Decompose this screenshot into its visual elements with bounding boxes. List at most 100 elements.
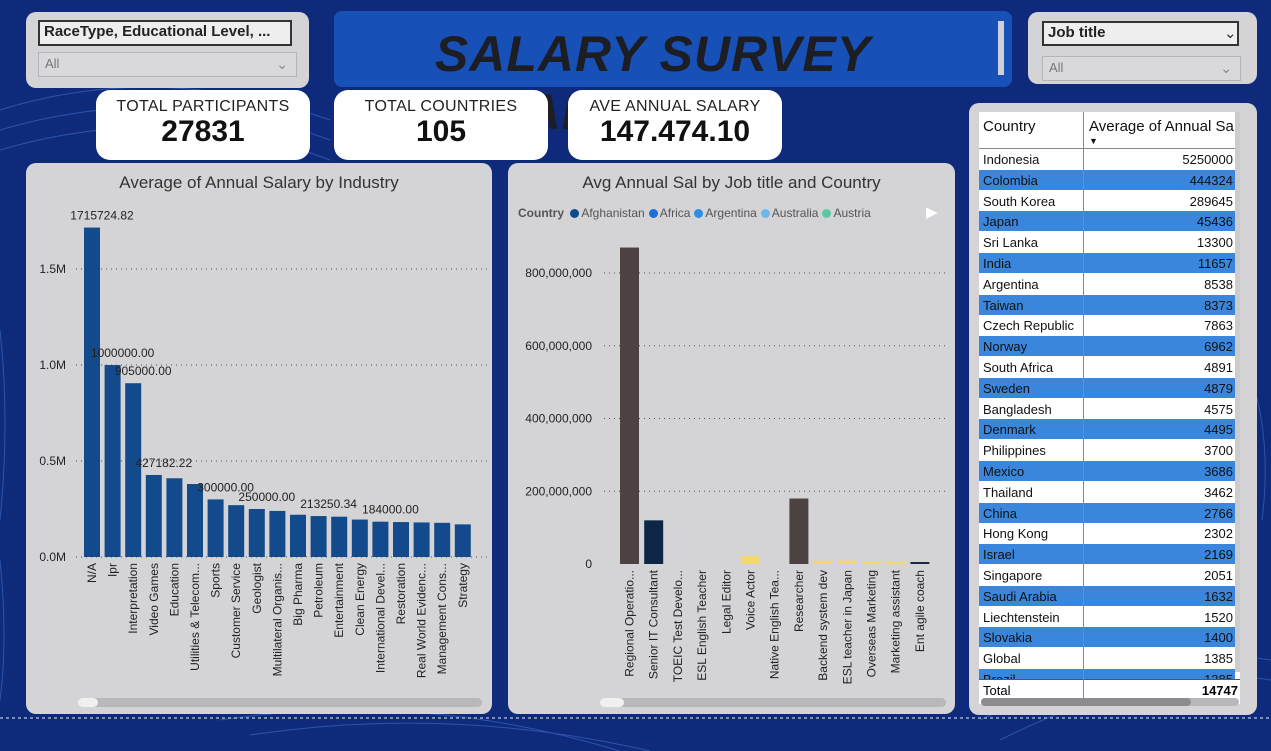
bar[interactable]	[207, 499, 224, 557]
cell-country: China	[983, 505, 1017, 521]
table-row[interactable]: Israel 2169	[979, 544, 1235, 565]
x-tick-label: Researcher	[792, 570, 806, 632]
bar[interactable]	[789, 498, 809, 564]
bar[interactable]	[434, 522, 451, 557]
bar[interactable]	[187, 484, 203, 557]
horizontal-scrollbar[interactable]	[981, 698, 1239, 706]
legend-item[interactable]: Australia	[760, 206, 819, 220]
legend-marker-icon	[648, 209, 658, 218]
y-tick-label: 800,000,000	[525, 266, 592, 280]
table-row[interactable]: Slovakia 1400	[979, 627, 1235, 648]
bar[interactable]	[454, 524, 471, 557]
legend-next-arrow-icon[interactable]: ▶	[926, 204, 938, 221]
legend-item[interactable]: Africa	[648, 206, 690, 220]
total-value: 14747	[1201, 683, 1238, 698]
cell-salary: 444324	[1189, 172, 1233, 188]
cell-salary: 6962	[1204, 339, 1233, 355]
cell-salary: 4495	[1204, 422, 1233, 438]
table-row[interactable]: Philippines 3700	[979, 440, 1235, 460]
table-row[interactable]: Mexico 3686	[979, 461, 1235, 481]
legend-label: Australia	[771, 206, 819, 220]
scrollbar-thumb[interactable]	[78, 698, 98, 707]
bar[interactable]	[372, 521, 389, 557]
legend-item[interactable]: Argentina	[694, 206, 757, 220]
bar[interactable]	[837, 560, 857, 564]
bar[interactable]	[104, 365, 121, 557]
bar[interactable]	[644, 520, 664, 564]
table-row[interactable]: Japan 45436	[979, 211, 1235, 232]
cell-country: Liechtenstein	[983, 609, 1060, 625]
table-row[interactable]: Czech Republic 7863	[979, 315, 1235, 335]
bar[interactable]	[310, 516, 327, 557]
slicer-dropdown-left[interactable]: All ⌄	[38, 52, 297, 77]
bar[interactable]	[351, 519, 368, 557]
scrollbar-thumb[interactable]	[600, 698, 624, 707]
data-label: 213250.34	[300, 497, 357, 511]
table-row[interactable]: Taiwan 8373	[979, 294, 1235, 315]
bar[interactable]	[331, 516, 348, 557]
bar[interactable]	[84, 227, 100, 557]
bar[interactable]	[228, 505, 245, 557]
table-row[interactable]: Global 1385	[979, 648, 1235, 668]
scrollbar-thumb[interactable]	[981, 698, 1191, 706]
bar[interactable]	[290, 514, 306, 557]
table-row[interactable]: South Korea 289645	[979, 191, 1235, 211]
table-row[interactable]: Denmark 4495	[979, 419, 1235, 440]
title-banner: SALARY SURVEY ANALYSIS	[334, 11, 1012, 140]
bar[interactable]	[125, 383, 142, 557]
cell-country: Sri Lanka	[983, 235, 1038, 251]
table-row[interactable]: Liechtenstein 1520	[979, 607, 1235, 627]
bar[interactable]	[393, 522, 409, 557]
table-row[interactable]: Argentina 8538	[979, 274, 1235, 294]
table-row[interactable]: South Africa 4891	[979, 357, 1235, 377]
legend-marker-icon	[760, 209, 770, 218]
table-row[interactable]: Norway 6962	[979, 336, 1235, 357]
table-row[interactable]: China 2766	[979, 502, 1235, 523]
chevron-down-icon[interactable]: ⌄	[1224, 25, 1237, 42]
table-row[interactable]: India 11657	[979, 253, 1235, 273]
bar[interactable]	[910, 562, 930, 564]
table-row[interactable]: Sweden 4879	[979, 377, 1235, 398]
bar[interactable]	[269, 510, 286, 557]
vertical-scrollbar[interactable]	[1235, 112, 1240, 672]
cell-country: Denmark	[983, 422, 1036, 438]
bar[interactable]	[813, 560, 833, 564]
legend-marker-icon	[570, 209, 580, 218]
x-tick-label: Real World Evidenc...	[415, 563, 429, 678]
table-row[interactable]: Singapore 2051	[979, 565, 1235, 585]
table-row[interactable]: Colombia 444324	[979, 169, 1235, 190]
bar[interactable]	[248, 509, 265, 557]
cell-salary: 3700	[1204, 443, 1233, 459]
cell-country: Colombia	[983, 172, 1038, 188]
legend-item[interactable]: Afghanistan	[570, 206, 645, 220]
bar[interactable]	[886, 561, 906, 564]
bar[interactable]	[862, 561, 881, 564]
legend-item[interactable]: Austria	[822, 206, 871, 220]
table-row[interactable]: Saudi Arabia 1632	[979, 585, 1235, 606]
bar[interactable]	[741, 555, 760, 564]
table-row[interactable]: Thailand 3462	[979, 482, 1235, 502]
table-row[interactable]: Sri Lanka 13300	[979, 232, 1235, 252]
column-header-average-salary[interactable]: Average of Annual Sa	[1089, 118, 1234, 135]
kpi-label: TOTAL PARTICIPANTS	[116, 98, 290, 115]
bar[interactable]	[620, 247, 639, 564]
table-row[interactable]: Bangladesh 4575	[979, 399, 1235, 419]
y-tick-label: 200,000,000	[525, 484, 592, 498]
cell-country: Slovakia	[983, 630, 1033, 646]
cell-country: Norway	[983, 339, 1028, 355]
cell-country: Taiwan	[983, 297, 1024, 313]
legend-marker-icon	[822, 209, 832, 218]
bar[interactable]	[166, 478, 183, 557]
slicer-dropdown-right[interactable]: All ⌄	[1042, 56, 1241, 81]
table-row[interactable]: Hong Kong 2302	[979, 523, 1235, 543]
bar[interactable]	[145, 474, 162, 557]
x-tick-label: Clean Energy	[353, 563, 367, 636]
column-header-country[interactable]: Country	[983, 118, 1036, 135]
table-row[interactable]: Indonesia 5250000	[979, 149, 1235, 169]
x-tick-label: ESL English Teacher	[695, 570, 709, 681]
bar[interactable]	[413, 522, 430, 557]
cell-salary: 4891	[1204, 360, 1233, 375]
horizontal-scrollbar[interactable]	[78, 698, 482, 707]
cell-country: Global	[983, 651, 1021, 667]
horizontal-scrollbar[interactable]	[600, 698, 946, 707]
